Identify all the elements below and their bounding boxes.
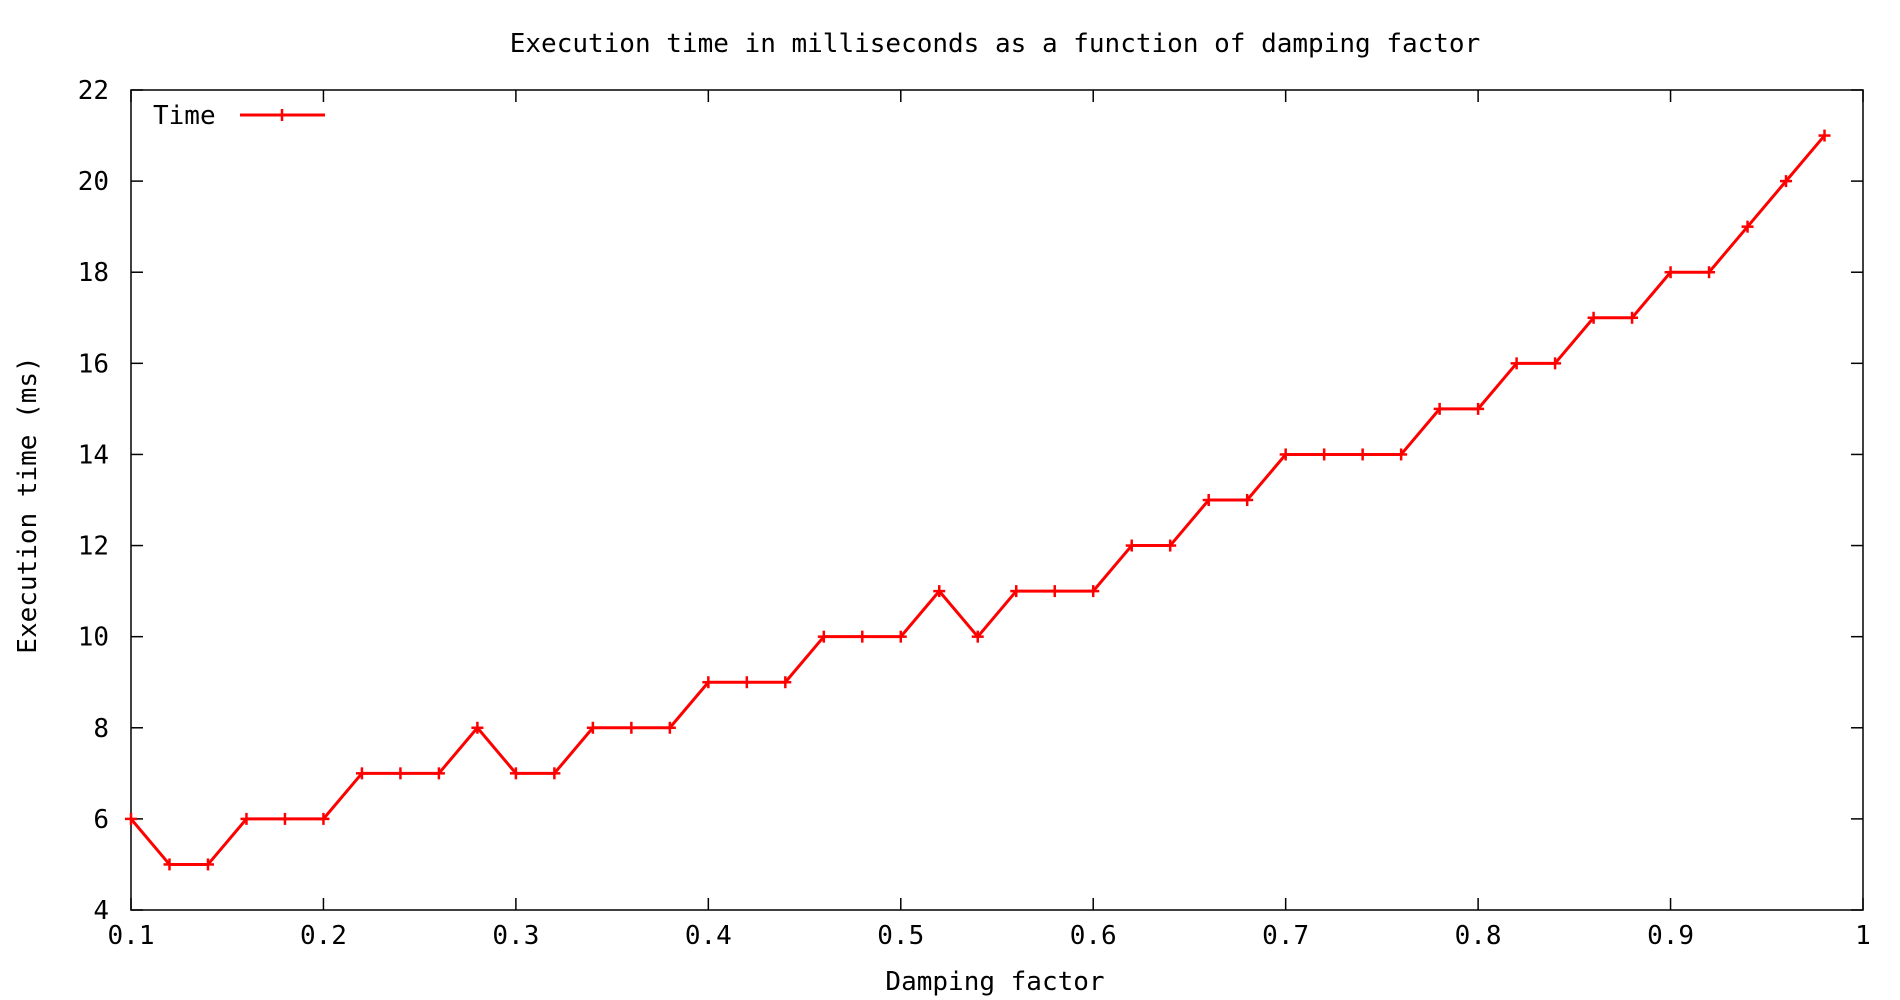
data-point [240, 812, 253, 825]
data-point [586, 721, 599, 734]
data-point [817, 630, 830, 643]
y-tick-label: 10 [78, 623, 109, 653]
x-tick-label: 1 [1855, 921, 1871, 951]
data-point [278, 812, 291, 825]
data-point [125, 812, 137, 825]
data-point [702, 676, 715, 689]
data-point [625, 721, 638, 734]
data-point [201, 858, 214, 871]
x-tick-label: 0.1 [108, 921, 155, 951]
data-point [1164, 539, 1177, 552]
y-tick-label: 16 [78, 349, 109, 379]
data-point [355, 767, 368, 780]
chart-title: Execution time in milliseconds as a func… [510, 29, 1481, 59]
plot-border [130, 89, 1864, 911]
data-point [548, 767, 561, 780]
x-tick-label: 0.6 [1070, 921, 1117, 951]
data-point [1395, 448, 1408, 461]
y-tick-label: 12 [78, 532, 109, 562]
y-tick-label: 18 [78, 258, 109, 288]
data-point [779, 676, 792, 689]
data-point [471, 721, 484, 734]
y-axis-label: Execution time (ms) [13, 356, 43, 653]
data-point [1202, 494, 1215, 506]
y-tick-label: 8 [93, 714, 109, 744]
data-point [1356, 448, 1369, 461]
x-tick-label: 0.8 [1455, 921, 1502, 951]
data-point [1703, 266, 1716, 279]
data-point [1780, 175, 1793, 188]
legend-label: Time [153, 101, 216, 131]
plot-area [125, 129, 1831, 871]
y-tick-label: 6 [93, 805, 109, 835]
y-tick-label: 4 [93, 896, 109, 926]
y-tick-label: 14 [78, 440, 109, 470]
data-point [971, 630, 984, 643]
data-point [1549, 357, 1562, 370]
data-point [1010, 585, 1023, 598]
data-point [1626, 311, 1639, 324]
x-tick-label: 0.9 [1647, 921, 1694, 951]
x-tick-label: 0.5 [877, 921, 924, 951]
y-tick-label: 20 [78, 167, 109, 197]
data-point [1433, 402, 1446, 415]
data-point [1048, 585, 1061, 598]
x-axis-label: Damping factor [885, 967, 1104, 997]
data-point [1587, 311, 1600, 324]
x-tick-label: 0.2 [300, 921, 347, 951]
data-point [163, 858, 176, 871]
data-point [1241, 494, 1254, 506]
data-point [663, 721, 676, 734]
data-point [894, 630, 907, 643]
data-point [933, 585, 946, 598]
data-point [1510, 357, 1523, 370]
data-point [1087, 585, 1100, 598]
x-tick-label: 0.4 [685, 921, 732, 951]
data-point [394, 767, 407, 780]
data-point [509, 767, 522, 780]
data-point [1741, 220, 1754, 233]
y-tick-label: 22 [78, 76, 109, 106]
x-tick-label: 0.7 [1262, 921, 1309, 951]
data-point [1318, 448, 1331, 461]
data-point [1818, 129, 1831, 142]
legend: Time [153, 101, 325, 131]
data-point [317, 812, 330, 825]
data-point [432, 767, 445, 780]
data-point [1472, 402, 1485, 415]
data-point [740, 676, 753, 689]
data-point [856, 630, 869, 643]
data-point [1664, 266, 1677, 279]
x-tick-label: 0.3 [492, 921, 539, 951]
axes: 0.1 0.2 0.3 0.4 0.5 0.6 0.7 0.8 0.9 1468101214161… [78, 76, 1871, 951]
data-point [1125, 539, 1138, 552]
data-point [1279, 448, 1292, 461]
